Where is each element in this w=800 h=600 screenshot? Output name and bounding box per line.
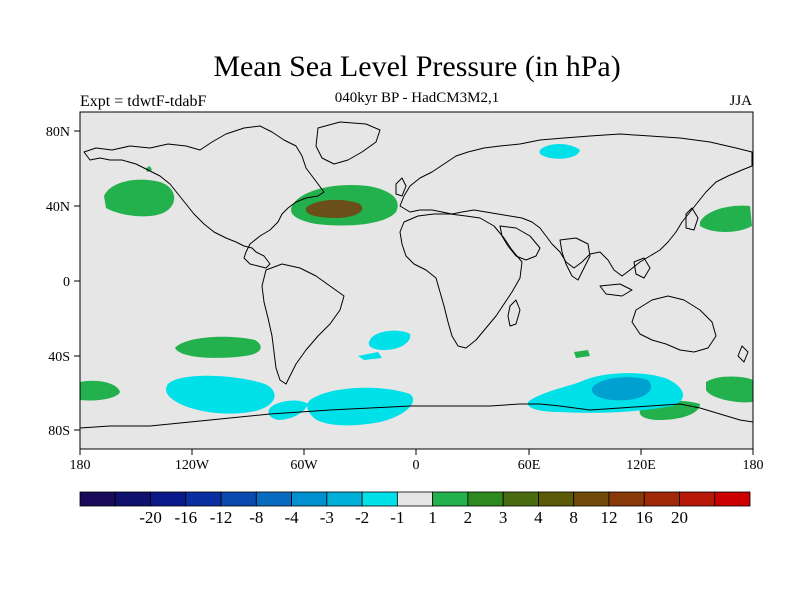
map-title: Mean Sea Level Pressure (in hPa) xyxy=(213,50,621,83)
lat-tick-label: 0 xyxy=(63,275,70,290)
colorbar-label: -8 xyxy=(249,508,263,527)
experiment-label: Expt = tdwtF-tdabF xyxy=(80,93,207,110)
negative-anomaly-regions xyxy=(165,144,684,426)
lon-tick-label: 60E xyxy=(518,458,541,473)
lon-tick-label: 0 xyxy=(413,458,420,473)
colorbar-swatch xyxy=(150,491,187,507)
colorbar-swatch xyxy=(714,491,751,507)
season-label: JJA xyxy=(729,93,752,109)
colorbar-swatch xyxy=(502,491,539,507)
colorbar-label: -20 xyxy=(139,508,162,527)
colorbar-label: -2 xyxy=(355,508,369,527)
lon-tick-label: 180 xyxy=(743,458,764,473)
colorbar-label: 1 xyxy=(428,508,437,527)
colorbar-swatch xyxy=(114,491,151,507)
colorbar-label: 16 xyxy=(636,508,653,527)
colorbar-swatch xyxy=(432,491,469,507)
colorbar-swatch xyxy=(643,491,680,507)
colorbar-label: 2 xyxy=(464,508,473,527)
map-subtitle: 040kyr BP - HadCM3M2,1 xyxy=(334,90,500,106)
lat-tick-label: 40S xyxy=(48,350,70,365)
coastlines xyxy=(79,121,754,429)
colorbar-swatch xyxy=(326,491,363,507)
colorbar-swatch xyxy=(79,491,116,507)
colorbar-swatch xyxy=(679,491,716,507)
lat-tick-label: 80N xyxy=(46,125,70,140)
colorbar-swatch xyxy=(361,491,398,507)
colorbar-swatch xyxy=(573,491,610,507)
colorbar-swatch xyxy=(291,491,328,507)
lat-axis: 80N 40N 0 40S 80S xyxy=(46,125,80,439)
lon-tick-label: 120E xyxy=(626,458,656,473)
colorbar-label: 12 xyxy=(600,508,617,527)
lon-tick-label: 180 xyxy=(70,458,91,473)
colorbar-label: -12 xyxy=(210,508,233,527)
colorbar-label: -16 xyxy=(174,508,197,527)
colorbar-label: -3 xyxy=(320,508,334,527)
lat-tick-label: 40N xyxy=(46,200,70,215)
lon-tick-label: 60W xyxy=(290,458,318,473)
colorbar-label: 20 xyxy=(671,508,688,527)
colorbar-swatch xyxy=(538,491,575,507)
positive-anomaly-regions xyxy=(80,166,753,420)
colorbar-label: 3 xyxy=(499,508,508,527)
colorbar-swatch xyxy=(608,491,645,507)
lon-axis: 180 120W 60W 0 60E 120E 180 xyxy=(70,449,764,473)
colorbar-label: -4 xyxy=(284,508,299,527)
colorbar-label: 8 xyxy=(569,508,578,527)
colorbar-swatch xyxy=(467,491,504,507)
colorbar-swatch xyxy=(255,491,292,507)
lon-tick-label: 120W xyxy=(175,458,210,473)
lat-tick-label: 80S xyxy=(48,424,70,439)
colorbar-swatch xyxy=(185,491,222,507)
colorbar-swatch xyxy=(220,491,257,507)
colorbar-swatch xyxy=(396,491,434,507)
colorbar-label: -1 xyxy=(390,508,404,527)
colorbar-label: 4 xyxy=(534,508,543,527)
colorbar: -20 -16 -12 -8 -4 -3 -2 -1 1 2 3 4 8 12 16 20 xyxy=(79,491,751,527)
